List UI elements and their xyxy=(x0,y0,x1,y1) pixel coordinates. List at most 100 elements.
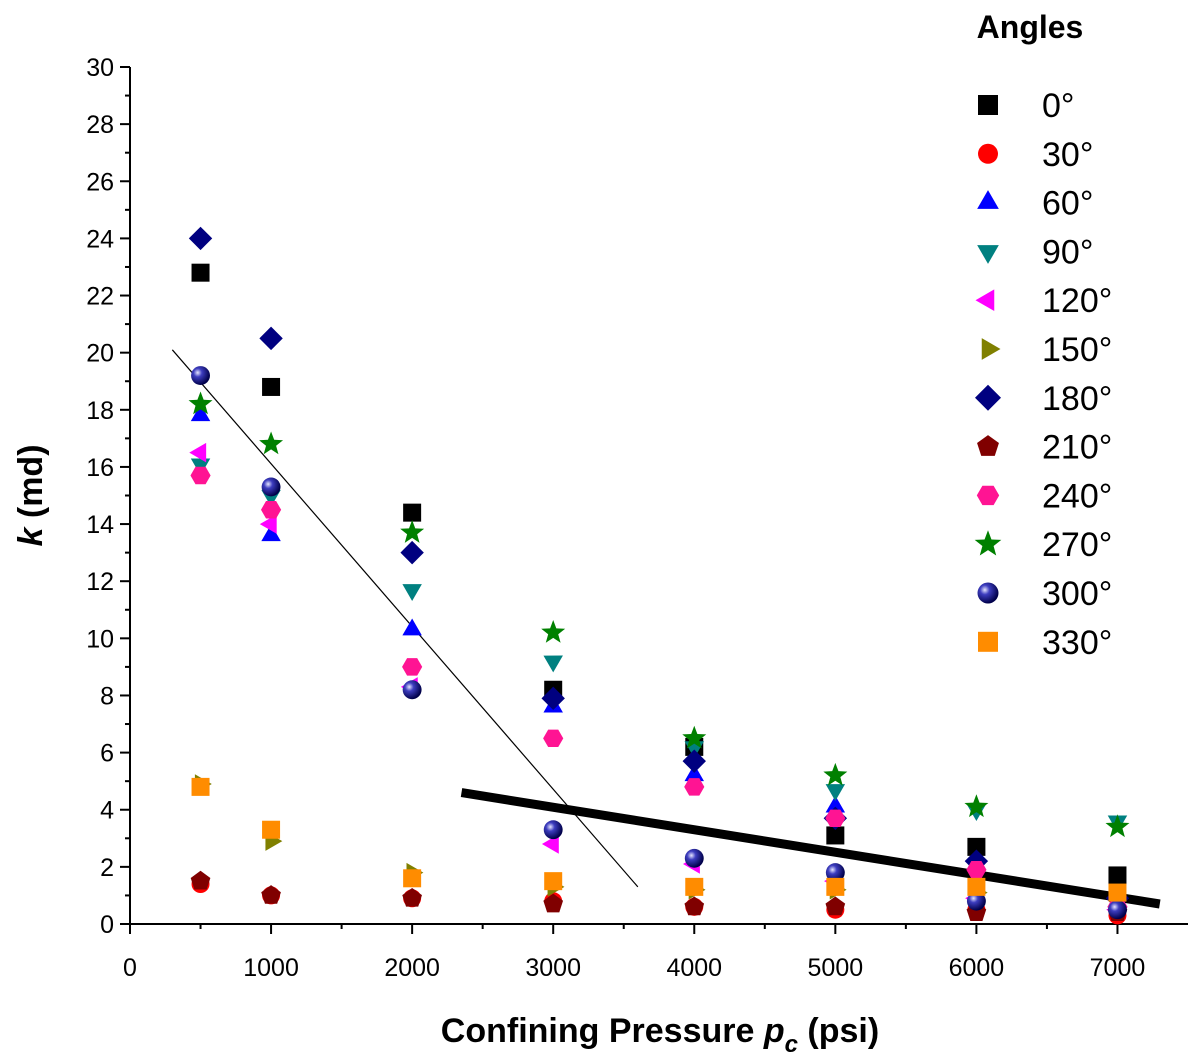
data-point xyxy=(1105,814,1130,838)
data-point xyxy=(966,891,986,911)
data-point xyxy=(190,404,211,422)
data-point xyxy=(402,584,422,602)
legend-marker xyxy=(977,245,999,264)
data-point xyxy=(685,877,704,896)
data-point xyxy=(191,263,210,282)
x-axis-title: Confining Pressure pc (psi) xyxy=(441,1012,879,1056)
axis-labels: Confining Pressure pc (psi) k (md) xyxy=(12,444,879,1058)
data-point xyxy=(402,680,422,700)
legend-marker xyxy=(978,143,998,164)
data-point xyxy=(684,778,705,796)
data-point xyxy=(543,655,563,673)
data-point xyxy=(684,896,705,916)
data-point xyxy=(541,686,565,711)
data-point xyxy=(191,777,210,796)
legend-label: 150° xyxy=(1042,331,1112,369)
data-point xyxy=(825,896,846,916)
legend-label: 120° xyxy=(1042,282,1112,320)
data-point xyxy=(825,863,845,883)
legend-title: Angles xyxy=(977,9,1084,45)
legend-marker xyxy=(975,384,1001,411)
y-tick-label: 30 xyxy=(86,54,114,82)
trend-line-thick xyxy=(460,788,1161,909)
legend-label: 210° xyxy=(1042,429,1112,467)
y-tick-label: 0 xyxy=(100,911,114,939)
data-point xyxy=(188,226,213,251)
data-point xyxy=(403,869,422,888)
data-point xyxy=(189,442,207,463)
y-tick-label: 10 xyxy=(86,625,114,653)
y-tick-label: 4 xyxy=(100,797,114,825)
y-tick-label: 14 xyxy=(86,511,114,539)
x-tick-label: 3000 xyxy=(525,954,581,982)
legend-label: 0° xyxy=(1042,87,1075,125)
y-tick-label: 22 xyxy=(86,283,114,311)
y-tick-label: 8 xyxy=(100,682,114,710)
trend-line-thin xyxy=(171,349,639,888)
y-tick-label: 24 xyxy=(86,225,114,253)
legend-marker xyxy=(974,530,1002,556)
data-point xyxy=(544,872,563,891)
trend-lines xyxy=(171,349,1161,909)
data-point xyxy=(259,431,284,455)
y-tick-label: 2 xyxy=(100,854,114,882)
legend-marker xyxy=(976,485,1000,506)
data-point xyxy=(541,834,559,854)
data-point xyxy=(190,466,211,485)
data-point xyxy=(402,658,423,676)
data-point xyxy=(191,366,210,385)
data-point xyxy=(1108,900,1127,920)
y-tick-label: 18 xyxy=(86,397,114,425)
data-point xyxy=(543,893,564,913)
data-point xyxy=(261,885,281,904)
data-point xyxy=(967,877,986,896)
data-point xyxy=(261,524,281,542)
data-point xyxy=(543,820,563,840)
legend-label: 300° xyxy=(1042,575,1112,613)
data-point xyxy=(682,749,706,773)
data-point xyxy=(967,837,986,856)
legend-marker xyxy=(977,190,999,209)
legend-marker xyxy=(978,95,998,115)
data-point xyxy=(964,794,989,818)
data-point xyxy=(259,514,277,534)
y-tick-label: 12 xyxy=(86,568,114,596)
legend-label: 60° xyxy=(1042,185,1093,223)
y-tick-label: 16 xyxy=(86,454,114,482)
legend-marker xyxy=(981,338,1001,360)
y-tick-label: 20 xyxy=(86,340,114,368)
data-point xyxy=(826,877,845,896)
data-point xyxy=(262,820,281,839)
data-point xyxy=(966,860,987,879)
legend-marker xyxy=(977,582,999,604)
data-point xyxy=(825,795,846,813)
x-tick-label: 7000 xyxy=(1090,954,1146,982)
y-tick-label: 26 xyxy=(86,168,114,196)
data-point xyxy=(259,326,283,351)
data-point xyxy=(400,520,425,543)
x-tick-label: 2000 xyxy=(384,954,440,982)
legend-marker xyxy=(977,435,999,456)
data-point xyxy=(823,762,848,786)
data-point xyxy=(262,377,281,396)
y-tick-label: 6 xyxy=(100,740,114,768)
legend: Angles 0° 30° 60° 90° 120° 150° 180° 210° 240° 270… xyxy=(974,9,1112,662)
legend-label: 240° xyxy=(1042,477,1112,515)
data-point xyxy=(825,809,846,828)
data-point xyxy=(684,848,704,868)
legend-label: 180° xyxy=(1042,380,1112,418)
data-point xyxy=(403,503,422,522)
legend-label: 330° xyxy=(1042,624,1112,662)
legend-marker xyxy=(978,631,998,652)
data-point xyxy=(682,725,707,749)
data-point xyxy=(541,620,566,643)
data-point xyxy=(260,501,282,519)
data-point xyxy=(190,870,211,890)
data-point xyxy=(400,540,424,565)
data-point xyxy=(402,618,422,636)
x-tick-label: 5000 xyxy=(808,954,864,982)
data-point xyxy=(402,887,422,907)
x-tick-label: 1000 xyxy=(243,954,299,982)
